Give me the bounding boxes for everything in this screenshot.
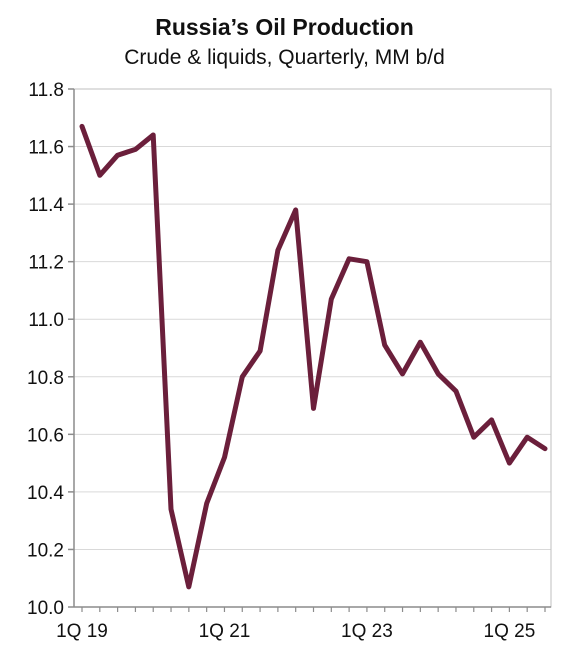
y-tick-label: 11.8 [28, 80, 64, 101]
x-tick-label: 1Q 23 [341, 621, 393, 642]
x-tick-label: 1Q 21 [199, 621, 251, 642]
y-tick-label: 10.4 [27, 483, 64, 504]
x-tick-label: 1Q 19 [56, 621, 108, 642]
chart-title: Russia’s Oil Production [155, 14, 414, 40]
y-tick-label: 11.0 [28, 310, 64, 331]
y-tick-label: 10.6 [27, 425, 64, 446]
y-tick-label: 11.6 [28, 138, 64, 159]
y-tick-label: 10.0 [27, 598, 64, 619]
y-tick-label: 11.2 [28, 253, 64, 274]
y-tick-label: 10.8 [27, 368, 64, 389]
x-tick-label: 1Q 25 [484, 621, 536, 642]
chart-subtitle: Crude & liquids, Quarterly, MM b/d [124, 46, 445, 69]
plot-area-frame [73, 88, 552, 608]
series-layer [79, 123, 548, 590]
y-tick-label: 11.4 [28, 195, 64, 216]
series-line [79, 123, 548, 590]
x-axis-ticks: 1Q 19 1Q 21 1Q 23 1Q 25 [56, 607, 546, 642]
gridlines [74, 88, 551, 608]
y-tick-label: 10.2 [27, 540, 64, 561]
y-axis-ticks: 10.0 10.2 10.4 10.6 10.8 11.0 11.2 11.4 11.6 11.8 [27, 80, 74, 619]
